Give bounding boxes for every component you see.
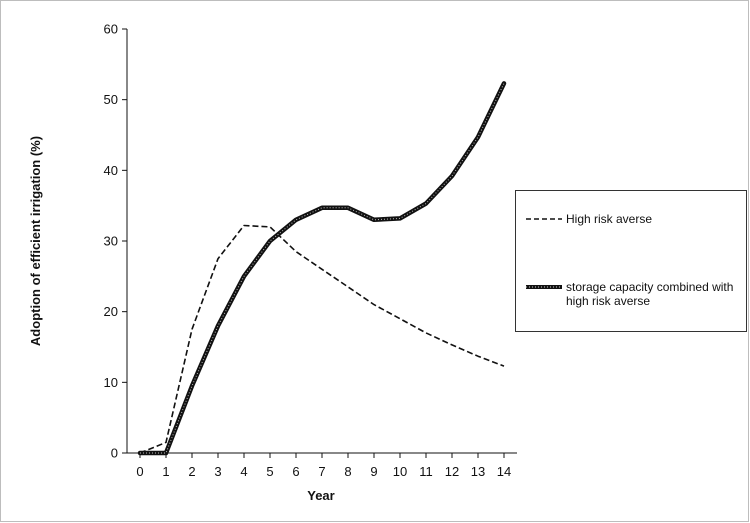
y-tick-label: 10 xyxy=(104,375,118,390)
series-1-line xyxy=(139,224,505,454)
legend-item-storage-capacity: storage capacity combined with high risk… xyxy=(524,280,744,308)
series-line-texture xyxy=(140,83,505,454)
x-tick-label: 14 xyxy=(497,464,511,479)
x-tick-label: 1 xyxy=(162,464,169,479)
x-tick-label: 13 xyxy=(471,464,485,479)
series-line-dashed xyxy=(139,224,505,454)
x-axis-title: Year xyxy=(307,488,334,503)
y-tick-label: 50 xyxy=(104,92,118,107)
legend-swatch-thick xyxy=(526,285,562,289)
x-tick-label: 7 xyxy=(318,464,325,479)
y-tick-label: 0 xyxy=(111,446,118,461)
y-tick-label: 20 xyxy=(104,304,118,319)
x-tick-label: 3 xyxy=(214,464,221,479)
legend-label-storage-capacity: storage capacity combined with high risk… xyxy=(566,280,734,308)
x-tick-label: 4 xyxy=(240,464,247,479)
series-2-line xyxy=(137,81,507,456)
x-tick-label: 12 xyxy=(445,464,459,479)
x-tick-label: 2 xyxy=(188,464,195,479)
y-tick-label: 60 xyxy=(104,22,118,37)
legend-label-high-risk-averse: High risk averse xyxy=(566,212,653,226)
x-tick-label: 0 xyxy=(136,464,143,479)
y-axis-title: Adoption of efficient irrigation (%) xyxy=(28,136,43,346)
x-tick-label: 11 xyxy=(419,464,433,479)
axes xyxy=(122,28,517,458)
legend: High risk averse storage capacity combin… xyxy=(515,190,747,332)
legend-item-high-risk-averse: High risk averse xyxy=(524,212,744,226)
series-layer xyxy=(137,81,507,456)
x-tick-label: 9 xyxy=(370,464,377,479)
y-tick-label: 30 xyxy=(104,234,118,249)
x-tick-label: 10 xyxy=(393,464,407,479)
y-tick-label: 40 xyxy=(104,163,118,178)
x-tick-label: 8 xyxy=(344,464,351,479)
x-tick-label: 6 xyxy=(292,464,299,479)
x-tick-label: 5 xyxy=(266,464,273,479)
legend-swatch-dashed xyxy=(526,218,562,220)
series-line-thick xyxy=(137,81,507,456)
